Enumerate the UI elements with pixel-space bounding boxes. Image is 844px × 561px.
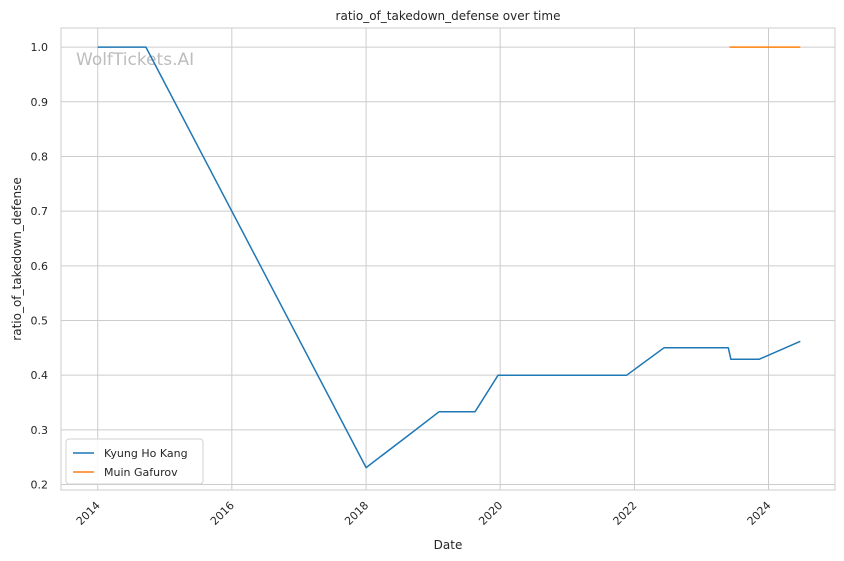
x-tick-label: 2024 — [745, 499, 774, 528]
x-tick-label: 2022 — [611, 499, 640, 528]
series-group — [97, 46, 801, 469]
legend-label-0: Kyung Ho Kang — [104, 447, 188, 460]
chart-title: ratio_of_takedown_defense over time — [336, 9, 561, 23]
x-tick-label: 2020 — [476, 499, 505, 528]
y-axis-label: ratio_of_takedown_defense — [10, 177, 24, 340]
watermark: WolfTickets.AI — [76, 50, 194, 70]
legend-box — [65, 438, 204, 485]
y-tick-label: 0.8 — [31, 150, 49, 163]
y-tick-label: 0.7 — [31, 205, 49, 218]
x-tick-label: 2016 — [208, 499, 237, 528]
legend-label-1: Muin Gafurov — [104, 466, 178, 479]
y-tick-label: 0.4 — [31, 369, 49, 382]
x-tick-label: 2014 — [74, 499, 103, 528]
y-tick-label: 0.5 — [31, 315, 49, 328]
grid — [61, 28, 835, 490]
y-tick-label: 0.2 — [31, 479, 49, 492]
x-tick-label: 2018 — [342, 499, 371, 528]
y-tick-label: 0.9 — [31, 96, 49, 109]
y-tick-label: 0.3 — [31, 424, 49, 437]
x-axis-label: Date — [434, 538, 463, 552]
legend: Kyung Ho Kang Muin Gafurov — [65, 438, 204, 485]
y-tick-label: 0.6 — [31, 260, 49, 273]
plot-frame — [60, 27, 836, 491]
y-tick-label: 1.0 — [31, 41, 49, 54]
x-ticks: 2014 2016 2018 2020 2022 2024 — [74, 499, 774, 528]
series-line-0 — [97, 46, 801, 469]
y-ticks: 0.2 0.3 0.4 0.5 0.6 0.7 0.8 0.9 1.0 — [31, 41, 49, 491]
